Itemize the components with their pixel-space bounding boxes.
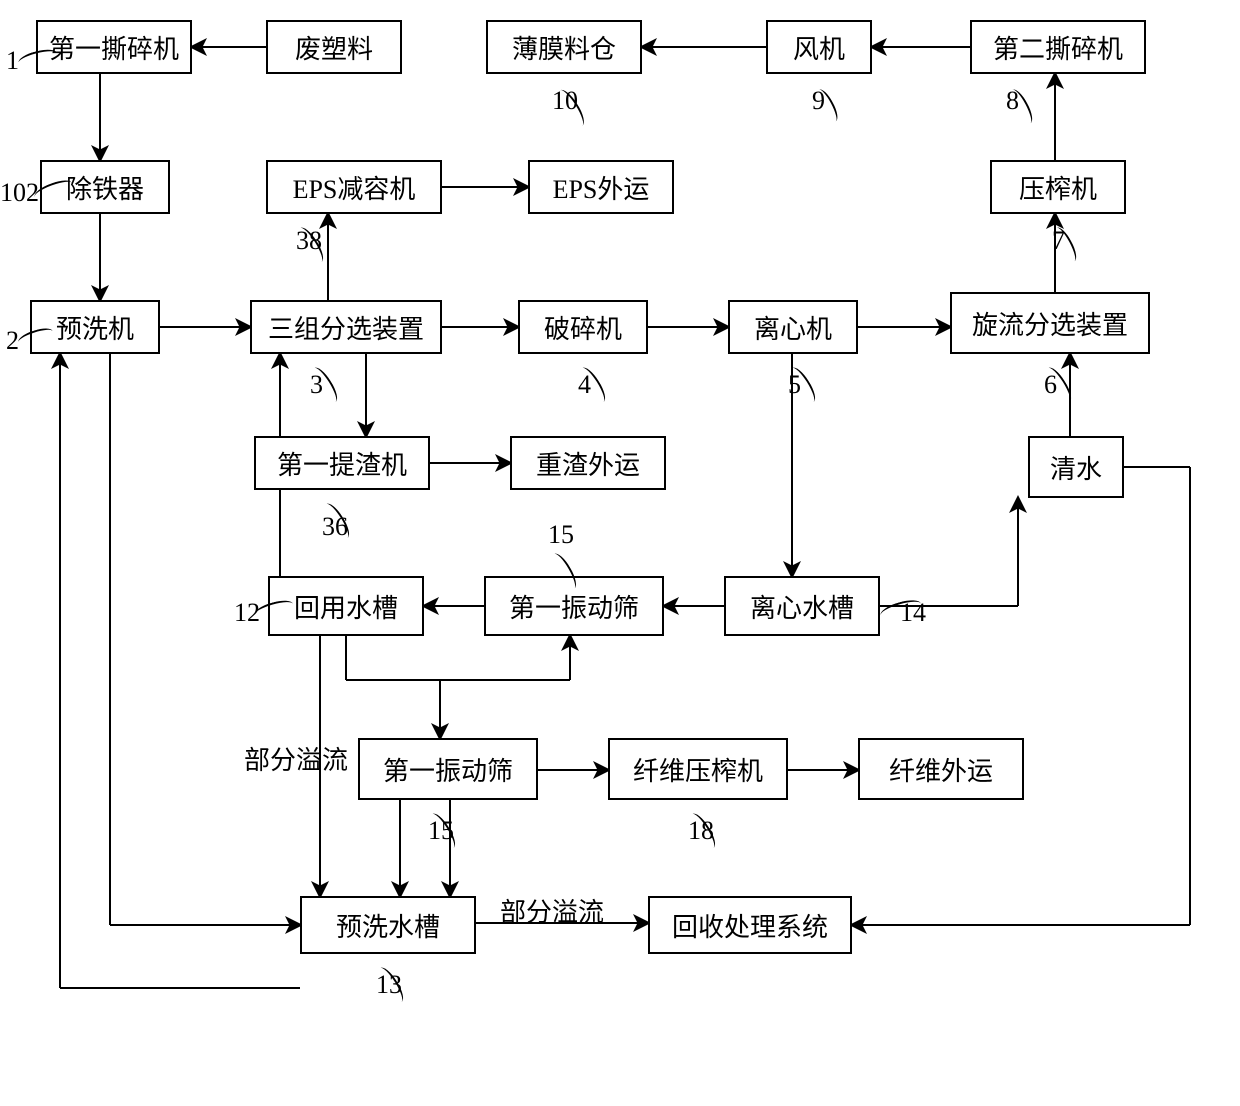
node-n_rec: 回收处理系统 <box>648 896 852 954</box>
node-n18: 纤维压榨机 <box>608 738 788 800</box>
label-Lov2: 部分溢流 <box>500 892 604 929</box>
node-n2: 预洗机 <box>30 300 160 354</box>
node-n5: 离心机 <box>728 300 858 354</box>
node-n_zha: 重渣外运 <box>510 436 666 490</box>
node-n_fout: 纤维外运 <box>858 738 1024 800</box>
label-Lov1: 部分溢流 <box>244 740 348 777</box>
node-n36: 第一提渣机 <box>254 436 430 490</box>
node-n4: 破碎机 <box>518 300 648 354</box>
node-n13: 预洗水槽 <box>300 896 476 954</box>
label-L102: 102 <box>0 178 39 208</box>
node-n9: 风机 <box>766 20 872 74</box>
node-n10: 薄膜料仓 <box>486 20 642 74</box>
label-L1: 1 <box>6 46 19 76</box>
node-n8: 第二撕碎机 <box>970 20 1146 74</box>
node-n_epsout: EPS外运 <box>528 160 674 214</box>
node-n6: 旋流分选装置 <box>950 292 1150 354</box>
node-n1: 第一撕碎机 <box>36 20 192 74</box>
node-n7: 压榨机 <box>990 160 1126 214</box>
node-n38: EPS减容机 <box>266 160 442 214</box>
node-n3: 三组分选装置 <box>250 300 442 354</box>
label-L15u: 15 <box>548 520 574 550</box>
node-n15b: 第一振动筛 <box>358 738 538 800</box>
node-n_waste: 废塑料 <box>266 20 402 74</box>
node-n14: 离心水槽 <box>724 576 880 636</box>
node-n_qs: 清水 <box>1028 436 1124 498</box>
